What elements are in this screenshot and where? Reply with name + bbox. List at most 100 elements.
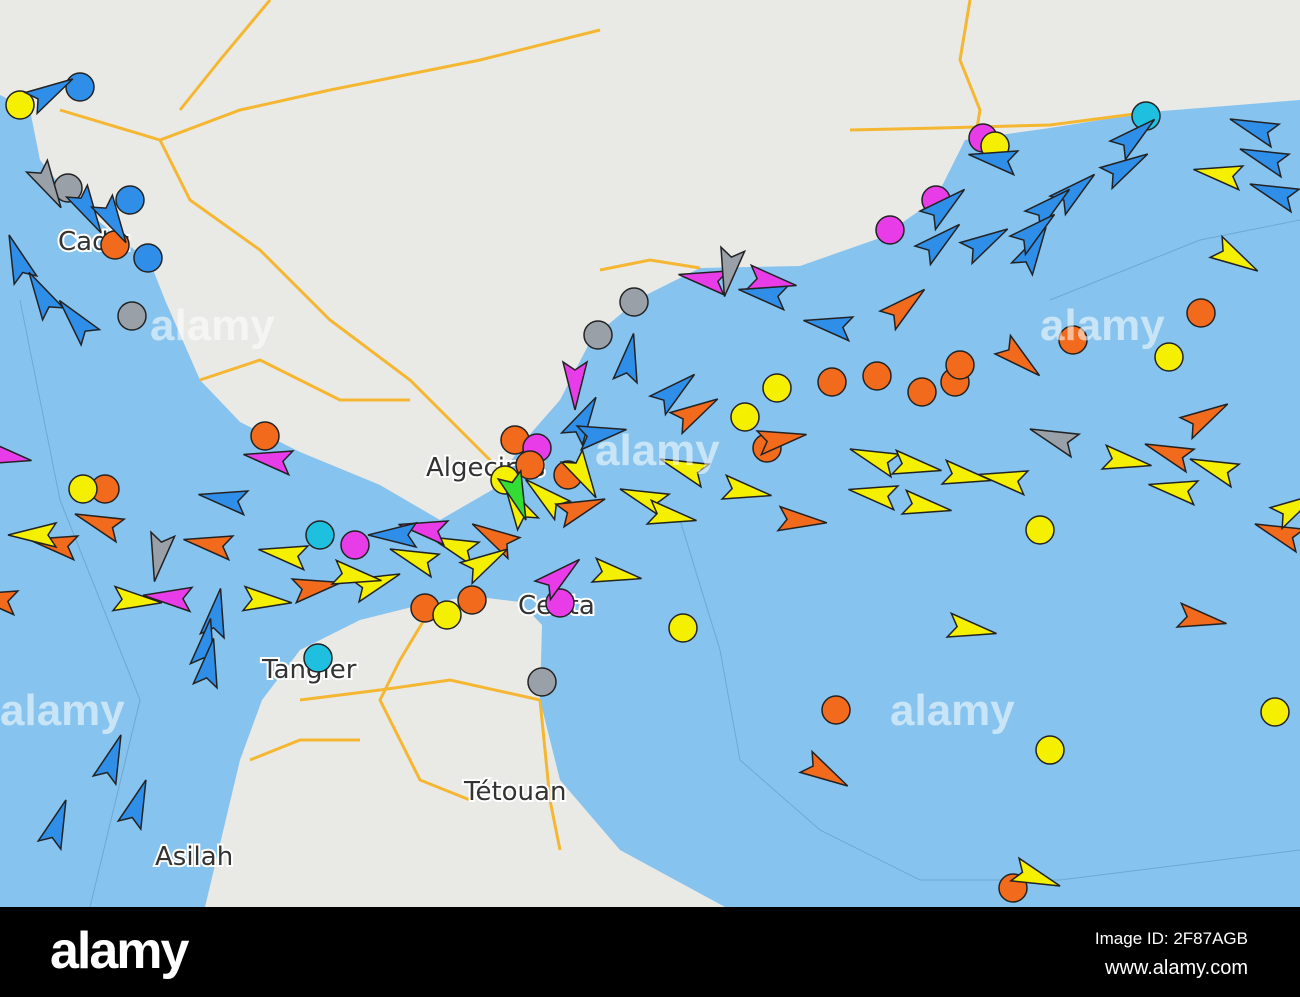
anchored-ship-circle-icon[interactable]: [875, 215, 905, 245]
anchored-ship-circle-icon[interactable]: [115, 185, 145, 215]
anchored-ship-circle-icon[interactable]: [730, 402, 760, 432]
ship-arrow-icon[interactable]: [575, 418, 628, 452]
ship-arrow-icon[interactable]: [917, 180, 972, 232]
ship-arrow-icon[interactable]: [713, 245, 747, 298]
ship-arrow-icon[interactable]: [1191, 158, 1245, 192]
ship-arrow-icon[interactable]: [1098, 144, 1154, 191]
ship-arrow-icon[interactable]: [798, 749, 854, 797]
anchored-ship-circle-icon[interactable]: [817, 367, 847, 397]
anchored-ship-circle-icon[interactable]: [100, 230, 130, 260]
anchored-ship-circle-icon[interactable]: [133, 243, 163, 273]
ship-arrow-icon[interactable]: [496, 468, 537, 524]
ship-arrow-icon[interactable]: [1146, 473, 1200, 507]
ship-arrow-icon[interactable]: [1026, 418, 1082, 459]
anchored-ship-circle-icon[interactable]: [1025, 515, 1055, 545]
ship-arrow-icon[interactable]: [940, 458, 993, 492]
anchored-ship-circle-icon[interactable]: [527, 667, 557, 697]
ship-arrow-icon[interactable]: [877, 280, 932, 332]
vessel-traffic-map[interactable]: Cadiz Algeciras Ceuta Tangier Tétouan As…: [0, 0, 1300, 907]
ship-arrow-icon[interactable]: [23, 69, 79, 116]
ship-arrow-icon[interactable]: [1236, 138, 1292, 179]
ship-arrow-icon[interactable]: [143, 530, 177, 583]
anchored-ship-circle-icon[interactable]: [340, 530, 370, 560]
ship-arrow-icon[interactable]: [1246, 173, 1300, 214]
ship-arrow-icon[interactable]: [89, 193, 137, 249]
ship-arrow-icon[interactable]: [0, 231, 39, 287]
ship-arrow-icon[interactable]: [1007, 205, 1062, 257]
ship-arrow-icon[interactable]: [945, 611, 998, 645]
anchored-ship-circle-icon[interactable]: [515, 450, 545, 480]
anchored-ship-circle-icon[interactable]: [432, 600, 462, 630]
anchored-ship-circle-icon[interactable]: [1260, 697, 1290, 727]
anchored-ship-circle-icon[interactable]: [762, 373, 792, 403]
ship-arrow-icon[interactable]: [1226, 108, 1282, 149]
ship-arrow-icon[interactable]: [559, 448, 607, 504]
ship-arrow-icon[interactable]: [720, 473, 773, 507]
ship-arrow-icon[interactable]: [1178, 394, 1234, 441]
ship-arrow-icon[interactable]: [1208, 234, 1264, 282]
ship-arrow-icon[interactable]: [241, 585, 293, 615]
ship-arrow-icon[interactable]: [1008, 856, 1064, 897]
ship-arrow-icon[interactable]: [745, 263, 798, 297]
anchored-ship-circle-icon[interactable]: [1035, 735, 1065, 765]
ship-arrow-icon[interactable]: [241, 443, 295, 477]
anchored-ship-circle-icon[interactable]: [250, 421, 280, 451]
ship-arrow-icon[interactable]: [590, 556, 643, 590]
anchored-ship-circle-icon[interactable]: [821, 695, 851, 725]
anchored-ship-circle-icon[interactable]: [5, 90, 35, 120]
site-url[interactable]: www.alamy.com: [1105, 957, 1248, 979]
ship-arrow-icon[interactable]: [890, 448, 943, 482]
ship-arrow-icon[interactable]: [645, 498, 698, 532]
anchored-ship-circle-icon[interactable]: [65, 72, 95, 102]
ship-arrow-icon[interactable]: [1268, 484, 1300, 531]
ship-arrow-icon[interactable]: [142, 583, 194, 613]
ship-arrow-icon[interactable]: [71, 503, 127, 544]
ship-arrow-icon[interactable]: [466, 514, 522, 561]
ship-arrow-icon[interactable]: [532, 550, 587, 602]
ship-arrow-icon[interactable]: [458, 539, 514, 586]
ship-arrow-icon[interactable]: [1141, 433, 1197, 474]
ship-arrow-icon[interactable]: [0, 583, 20, 617]
ship-arrow-icon[interactable]: [198, 586, 232, 640]
ship-arrow-icon[interactable]: [367, 521, 418, 549]
ship-arrow-icon[interactable]: [755, 423, 808, 457]
ship-arrow-icon[interactable]: [386, 538, 442, 579]
ship-arrow-icon[interactable]: [553, 488, 609, 529]
anchored-ship-circle-icon[interactable]: [1186, 298, 1216, 328]
ship-arrow-icon[interactable]: [846, 478, 900, 512]
anchored-ship-circle-icon[interactable]: [303, 643, 333, 673]
ship-arrow-icon[interactable]: [611, 331, 645, 385]
anchored-ship-circle-icon[interactable]: [1058, 325, 1088, 355]
ship-arrow-icon[interactable]: [330, 558, 383, 592]
ship-arrow-icon[interactable]: [668, 389, 724, 436]
ship-arrow-icon[interactable]: [7, 521, 58, 549]
ship-arrow-icon[interactable]: [992, 333, 1047, 385]
ship-arrow-icon[interactable]: [958, 219, 1014, 266]
ship-arrow-icon[interactable]: [256, 538, 310, 572]
ship-arrow-icon[interactable]: [50, 293, 102, 348]
anchored-ship-circle-icon[interactable]: [907, 377, 937, 407]
anchored-ship-circle-icon[interactable]: [945, 350, 975, 380]
ship-arrow-icon[interactable]: [1107, 110, 1162, 162]
anchored-ship-circle-icon[interactable]: [457, 585, 487, 615]
ship-arrow-icon[interactable]: [24, 158, 72, 214]
ship-arrow-icon[interactable]: [0, 438, 34, 472]
anchored-ship-circle-icon[interactable]: [68, 474, 98, 504]
anchored-ship-circle-icon[interactable]: [305, 520, 335, 550]
ship-arrow-icon[interactable]: [656, 448, 712, 489]
ship-arrow-icon[interactable]: [801, 309, 855, 343]
ship-arrow-icon[interactable]: [196, 483, 250, 517]
ship-arrow-icon[interactable]: [191, 636, 225, 690]
ship-arrow-icon[interactable]: [1047, 165, 1102, 217]
ship-arrow-icon[interactable]: [1186, 448, 1242, 489]
anchored-ship-circle-icon[interactable]: [668, 613, 698, 643]
ship-arrow-icon[interactable]: [91, 731, 132, 787]
ship-arrow-icon[interactable]: [64, 183, 112, 239]
ship-arrow-icon[interactable]: [1175, 601, 1228, 635]
anchored-ship-circle-icon[interactable]: [583, 320, 613, 350]
ship-arrow-icon[interactable]: [776, 505, 828, 535]
ship-arrow-icon[interactable]: [846, 438, 902, 479]
ship-arrow-icon[interactable]: [1251, 513, 1300, 554]
ship-arrow-icon[interactable]: [976, 463, 1030, 497]
anchored-ship-circle-icon[interactable]: [1154, 342, 1184, 372]
